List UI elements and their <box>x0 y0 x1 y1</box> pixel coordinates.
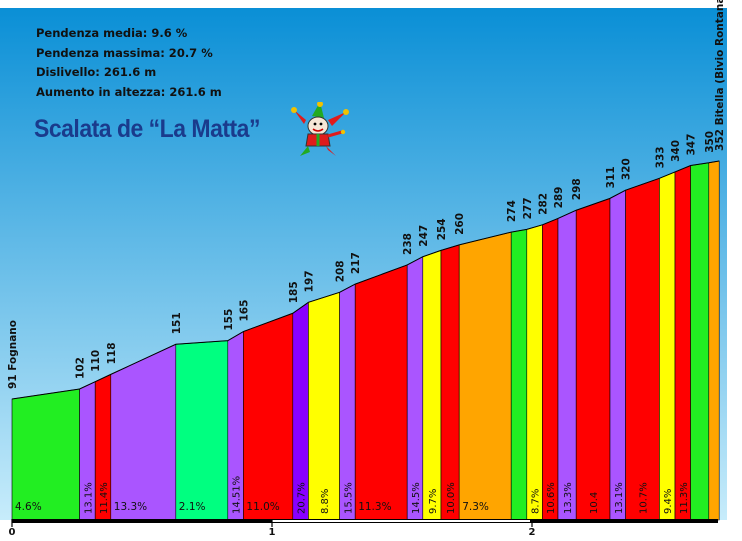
profile-segment <box>406 256 424 521</box>
segment-grade-label: 2.1% <box>179 501 206 513</box>
segment-grade-label: 11.0% <box>246 501 279 513</box>
x-tick-label: 0 <box>9 527 16 538</box>
elevation-label: 289 <box>553 187 565 209</box>
elevation-label: 197 <box>303 270 315 292</box>
stat-height-increase: Aumento in altezza: 261.6 m <box>36 84 222 99</box>
stat-elevation-gain: Dislivello: 261.6 m <box>36 65 157 79</box>
elevation-label: 238 <box>402 233 414 255</box>
segment-grade-label: 13.3% <box>563 482 574 514</box>
elevation-labels: 91 Fognano 102 110 118 151 155 165 185 197 208 217… <box>7 0 726 389</box>
x-tick-label: 2 <box>529 527 536 538</box>
elevation-label: 320 <box>621 158 633 180</box>
profile-segment <box>526 224 543 521</box>
stat-average-gradient: Pendenza media: 9.6 % <box>36 26 188 40</box>
profile-segment <box>354 264 408 521</box>
elevation-label: 350 <box>704 131 716 153</box>
profile-segment <box>422 249 442 521</box>
elevation-label: 282 <box>537 193 549 215</box>
profile-segment <box>609 189 626 521</box>
elevation-label: 155 <box>223 309 235 331</box>
elevation-label: 118 <box>106 342 118 364</box>
profile-segment <box>659 171 676 521</box>
elevation-label: 165 <box>238 300 250 322</box>
elevation-label: 260 <box>454 213 466 235</box>
elevation-label: 277 <box>522 197 534 219</box>
profile-line <box>11 160 720 400</box>
profile-segment <box>575 197 611 521</box>
elevation-label: 347 <box>686 134 698 156</box>
segment-grade-label: 9.7% <box>428 489 439 514</box>
profile-segment <box>243 312 294 521</box>
stat-max-gradient: Pendenza massima: 20.7 % <box>36 45 213 60</box>
elevation-label: 254 <box>436 218 448 240</box>
segment-grade-label: 8.7% <box>531 489 542 514</box>
elevation-label: 102 <box>75 357 87 379</box>
segment-grade-label: 10.7% <box>639 482 650 514</box>
grade-labels: 4.6% 13.1% 11.4% 13.3% 2.1% 14.51% 11.0% 20.7% 8… <box>15 476 690 514</box>
profile-segment <box>175 340 229 521</box>
climb-stats: Pendenza media: 9.6 % Pendenza massima: … <box>36 24 222 102</box>
elevation-label: 208 <box>335 260 347 282</box>
chart-title: Scalata de “La Matta” <box>34 114 260 143</box>
elevation-label: 311 <box>605 166 617 188</box>
elevation-label: 110 <box>90 350 102 372</box>
segment-grade-label: 20.7% <box>297 482 308 514</box>
segment-grade-label: 15.5% <box>343 482 354 514</box>
elevation-label: 298 <box>571 178 583 200</box>
elevation-label: 217 <box>350 252 362 274</box>
segment-grade-label: 10.4 <box>589 492 600 514</box>
profile-segments <box>11 160 720 521</box>
profile-segment <box>708 160 720 521</box>
profile-segment <box>110 343 177 521</box>
segment-grade-label: 10.0% <box>446 482 457 514</box>
elevation-label: 340 <box>670 140 682 162</box>
elevation-label: 333 <box>654 146 666 168</box>
segment-grade-label: 11.3% <box>358 501 391 513</box>
profile-segment <box>674 165 691 521</box>
profile-segment <box>625 177 660 521</box>
segment-grade-label: 11.4% <box>99 482 110 514</box>
segment-grade-label: 4.6% <box>15 501 42 513</box>
profile-segment <box>557 209 577 521</box>
jester-icon <box>291 102 349 156</box>
segment-grade-label: 8.8% <box>320 489 331 514</box>
profile-segment <box>440 244 460 521</box>
profile-outline <box>11 160 720 400</box>
elevation-label: 185 <box>288 281 300 303</box>
segment-grade-label: 9.4% <box>663 489 674 514</box>
profile-segment <box>308 291 340 521</box>
segment-grade-label: 11.3% <box>679 482 690 514</box>
profile-segment <box>510 229 528 521</box>
segment-grade-label: 13.1% <box>614 482 625 514</box>
elevation-label: 274 <box>506 200 518 222</box>
segment-grade-label: 14.5% <box>411 482 422 514</box>
profile-segment <box>690 162 710 521</box>
elevation-label: 91 Fognano <box>7 320 19 389</box>
elevation-label: 247 <box>418 225 430 247</box>
profile-segment <box>542 217 559 521</box>
distance-axis: 0 1 2 <box>9 519 718 538</box>
distance-axis-gap <box>272 520 530 522</box>
segment-grade-label: 13.3% <box>114 501 147 513</box>
segment-grade-label: 7.3% <box>462 501 489 513</box>
segment-grade-label: 10.6% <box>546 482 557 514</box>
elevation-label: 352 Bitella (Bivio Rontana) <box>714 0 726 151</box>
profile-segment <box>458 231 512 521</box>
segment-grade-label: 14.51% <box>232 476 243 514</box>
segment-grade-label: 13.1% <box>83 482 94 514</box>
elevation-label: 151 <box>171 312 183 334</box>
x-tick-label: 1 <box>269 527 276 538</box>
